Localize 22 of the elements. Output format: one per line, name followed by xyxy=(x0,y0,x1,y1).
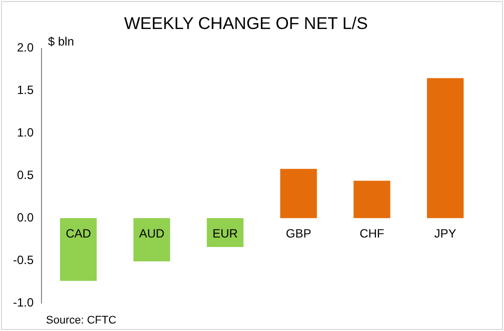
y-tick-label: 2.0 xyxy=(16,40,34,55)
bar xyxy=(60,218,97,281)
y-tick-label: 1.5 xyxy=(16,83,34,98)
x-tick-label: AUD xyxy=(139,226,165,240)
y-tick-label: 0.0 xyxy=(16,210,34,224)
bar xyxy=(280,168,317,218)
x-tick-label: CHF xyxy=(360,226,384,240)
bar xyxy=(354,180,390,218)
source-note: Source: CFTC xyxy=(46,314,116,327)
x-tick-label: JPY xyxy=(434,226,456,240)
y-tick-label: 1.0 xyxy=(16,126,34,140)
y-tick-label: -0.5 xyxy=(12,252,34,267)
chart-title: WEEKLY CHANGE OF NET L/S xyxy=(124,14,368,33)
y-tick-label: -1.0 xyxy=(12,295,34,310)
x-tick-label: CAD xyxy=(66,226,92,240)
bar xyxy=(133,218,170,262)
bar xyxy=(426,78,464,218)
x-tick-label: EUR xyxy=(212,226,238,240)
y-tick-label: 0.5 xyxy=(16,168,34,182)
y-axis-title: $ bln xyxy=(48,34,74,48)
bar xyxy=(206,218,244,247)
x-tick-label: GBP xyxy=(286,226,312,240)
